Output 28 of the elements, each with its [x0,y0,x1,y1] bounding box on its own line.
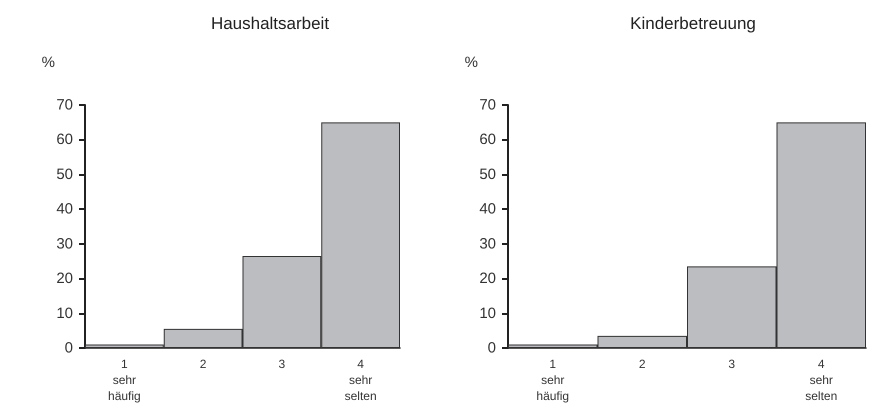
y-axis-title: % [464,54,478,71]
y-axis-title: % [42,54,55,71]
y-tick-label: 10 [56,304,73,322]
chart-title: Kinderbetreuung [630,14,756,33]
x-tick-label: 1 sehr häufig [108,357,141,403]
x-tick-label: 3 [278,357,286,371]
x-tick-label: 4 sehr selten [344,357,377,403]
y-tick-label: 20 [479,270,496,288]
y-tick-label: 30 [479,235,496,252]
y-tick-label: 60 [479,131,496,148]
x-tick-label: 2 [638,357,646,371]
y-tick-label: 10 [479,304,496,322]
y-tick-label: 70 [479,96,496,114]
y-tick-label: 60 [56,131,73,148]
y-tick-label: 40 [479,200,496,218]
y-tick-label: 0 [488,340,496,356]
y-tick-label: 20 [56,270,73,288]
x-tick-label: 2 [200,357,207,371]
y-tick-label: 0 [64,340,73,356]
y-tick-label: 70 [56,96,73,114]
y-tick-label: 50 [479,166,496,183]
chart-title: Haushaltsarbeit [210,14,330,33]
y-tick-label: 30 [56,235,73,252]
x-tick-label: 4 sehr selten [805,357,838,403]
y-tick-label: 50 [56,166,73,183]
x-tick-label: 1 sehr häufig [536,357,570,403]
x-tick-label: 3 [728,357,736,371]
y-tick-label: 40 [56,200,73,218]
